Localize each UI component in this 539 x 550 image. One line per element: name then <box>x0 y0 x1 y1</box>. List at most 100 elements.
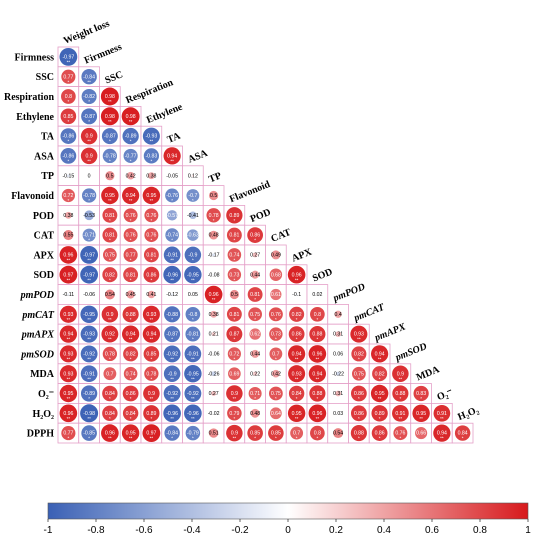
significance-mark: * <box>192 258 194 263</box>
significance-mark: * <box>130 396 132 401</box>
cell-r13-c4: 0.41 <box>140 284 163 305</box>
significance-mark: * <box>130 357 132 362</box>
significance-mark: ** <box>87 416 91 421</box>
correlation-value: 0.41 <box>146 292 156 298</box>
cell-r18-c6: -0.92** <box>182 383 204 404</box>
significance-mark: * <box>88 119 90 124</box>
correlation-value: 0.84 <box>105 391 115 397</box>
correlation-circle <box>209 190 219 201</box>
cell-r8-c5: -0.76* <box>161 185 183 206</box>
correlation-value: -0.86 <box>62 134 74 140</box>
cell-r15-c7: 0.21 <box>202 323 225 345</box>
cell-r10-c3: 0.76* <box>119 224 142 246</box>
correlation-circle <box>227 268 242 282</box>
significance-mark: ** <box>87 357 91 362</box>
correlation-value: 0.82 <box>354 352 364 358</box>
correlation-value: 0.95 <box>105 193 115 199</box>
correlation-circle <box>269 347 283 361</box>
cell-r5-c1: 0.9** <box>78 125 100 147</box>
correlation-circle <box>164 425 180 441</box>
significance-mark: * <box>296 436 298 441</box>
cell-r8-c4: 0.95** <box>140 185 163 206</box>
correlation-circle <box>351 366 366 381</box>
cell-r16-c12: 0.96** <box>306 343 329 365</box>
column-label: CAT <box>270 227 293 245</box>
correlation-circle <box>191 174 194 177</box>
correlation-circle <box>80 127 98 145</box>
cell-r5-c0: -0.86* <box>57 125 80 147</box>
significance-mark: * <box>109 238 111 243</box>
significance-mark: * <box>275 317 277 322</box>
correlation-circle <box>210 310 218 318</box>
cell-r14-c1: -0.95** <box>78 303 100 325</box>
correlation-circle <box>59 246 78 264</box>
cell-r16-c5: -0.92** <box>161 343 183 365</box>
correlation-circle <box>121 107 140 126</box>
cell-r11-c4: 0.81* <box>140 244 163 266</box>
correlation-value: 0.71 <box>250 391 260 397</box>
correlation-circle <box>163 345 181 363</box>
correlation-value: 0.88 <box>395 391 405 397</box>
correlation-value: 0.8 <box>314 431 321 437</box>
row-label: TP <box>41 171 54 182</box>
significance-mark: * <box>171 238 173 243</box>
significance-mark: * <box>233 238 235 243</box>
correlation-value: -0.92 <box>166 391 178 397</box>
cell-r16-c15: 0.94** <box>368 343 391 365</box>
correlation-value: 0.9 <box>148 391 155 397</box>
cell-r14-c4: 0.93** <box>140 303 163 325</box>
correlation-value: 0.96 <box>63 253 73 259</box>
correlation-circle <box>250 408 260 418</box>
correlation-value: -0.63 <box>187 233 199 239</box>
cell-r16-c7: -0.06 <box>202 343 225 365</box>
row-label: Firmness <box>15 52 55 63</box>
cell-r18-c4: 0.9** <box>140 383 163 404</box>
cell-r20-c12: 0.8* <box>306 422 329 444</box>
colorbar-tick-label: 0.6 <box>425 525 439 536</box>
correlation-value: 0.81 <box>105 213 115 219</box>
cell-r15-c1: -0.93** <box>78 323 100 345</box>
significance-mark: * <box>399 436 401 441</box>
correlation-value: 0.76 <box>271 312 281 318</box>
correlation-circle <box>185 306 201 322</box>
correlation-circle <box>370 384 389 403</box>
cell-r13-c2: 0.54 <box>99 284 121 305</box>
cell-r12-c8: 0.73* <box>223 264 246 285</box>
correlation-circle <box>80 404 99 423</box>
correlation-circle <box>295 293 298 296</box>
cell-r9-c4: 0.76* <box>140 204 163 226</box>
correlation-value: 0.95 <box>146 193 156 199</box>
correlation-value: 0.81 <box>250 292 260 298</box>
correlation-circle <box>101 186 119 205</box>
correlation-circle <box>184 246 202 264</box>
correlation-circle <box>142 424 161 442</box>
significance-mark: * <box>88 99 90 104</box>
colorbar-tick-label: -0.8 <box>87 525 105 536</box>
cell-r20-c18: 0.94** <box>431 422 453 444</box>
cell-r13-c0: -0.11 <box>57 284 80 305</box>
correlation-value: 0.94 <box>437 431 447 437</box>
correlation-circle <box>100 87 119 106</box>
correlation-circle <box>102 346 118 362</box>
correlation-circle <box>415 427 428 440</box>
correlation-value: 0.98 <box>105 94 115 100</box>
cell-r14-c13: 0.4 <box>327 303 349 325</box>
cell-r14-c10: 0.76* <box>265 303 287 325</box>
cell-r16-c4: 0.85* <box>140 343 163 365</box>
correlation-circle <box>101 424 119 442</box>
correlation-value: 0.88 <box>312 391 322 397</box>
correlation-value: 0.9 <box>231 431 238 437</box>
significance-mark: ** <box>419 416 423 421</box>
correlation-value: 0.85 <box>250 431 260 437</box>
correlation-value: 0.93 <box>63 352 73 358</box>
correlation-value: 0.75 <box>271 391 281 397</box>
significance-mark: ** <box>150 436 154 441</box>
cell-r10-c0: 0.55 <box>57 224 80 246</box>
correlation-value: -0.08 <box>208 272 220 278</box>
significance-mark: * <box>316 337 318 342</box>
row-label: O₂⁻ <box>38 389 54 400</box>
correlation-circle <box>121 424 140 442</box>
correlation-value: -0.87 <box>166 332 178 338</box>
cell-r2-c0: 0.77* <box>57 66 80 88</box>
significance-mark: * <box>109 218 111 223</box>
